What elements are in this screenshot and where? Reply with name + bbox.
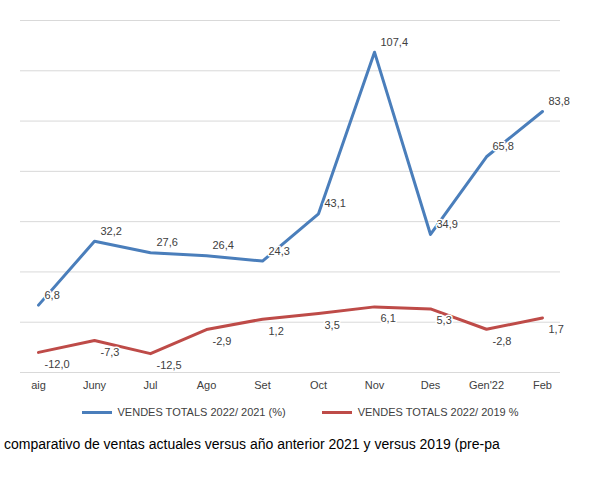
svg-text:6,8: 6,8 (45, 289, 60, 301)
svg-text:1,7: 1,7 (549, 323, 564, 335)
svg-text:-12,0: -12,0 (45, 358, 70, 370)
svg-text:Gen'22: Gen'22 (469, 379, 504, 391)
svg-text:34,9: 34,9 (437, 218, 458, 230)
svg-text:6,1: 6,1 (381, 312, 396, 324)
svg-text:Jul: Jul (143, 379, 157, 391)
svg-text:Nov: Nov (365, 379, 385, 391)
svg-text:Set: Set (254, 379, 271, 391)
svg-text:43,1: 43,1 (325, 197, 346, 209)
svg-text:aig: aig (31, 379, 46, 391)
svg-text:5,3: 5,3 (437, 314, 452, 326)
svg-text:26,4: 26,4 (213, 239, 234, 251)
html-text:VENDES TOTALS 2022/ 2019 %: VENDES TOTALS 2022/ 2019 % (357, 406, 519, 418)
svg-text:3,5: 3,5 (325, 319, 340, 331)
svg-text:1,2: 1,2 (269, 325, 284, 337)
svg-text:27,6: 27,6 (157, 236, 178, 248)
svg-text:Oct: Oct (310, 379, 327, 391)
html-text:comparativo de ventas actuales: comparativo de ventas actuales versus añ… (4, 436, 500, 452)
svg-text:-2,9: -2,9 (213, 335, 232, 347)
svg-text:Juny: Juny (83, 379, 107, 391)
svg-text:83,8: 83,8 (549, 95, 570, 107)
svg-text:Feb: Feb (533, 379, 552, 391)
svg-text:-2,8: -2,8 (493, 335, 512, 347)
svg-text:Des: Des (421, 379, 441, 391)
svg-text:24,3: 24,3 (269, 245, 290, 257)
svg-text:Ago: Ago (197, 379, 217, 391)
svg-text:-7,3: -7,3 (101, 346, 120, 358)
svg-text:-12,5: -12,5 (157, 359, 182, 371)
svg-text:65,8: 65,8 (493, 140, 514, 152)
svg-text:32,2: 32,2 (101, 225, 122, 237)
svg-text:107,4: 107,4 (381, 36, 409, 48)
html-text:VENDES TOTALS 2022/ 2021 (%): VENDES TOTALS 2022/ 2021 (%) (117, 406, 286, 418)
